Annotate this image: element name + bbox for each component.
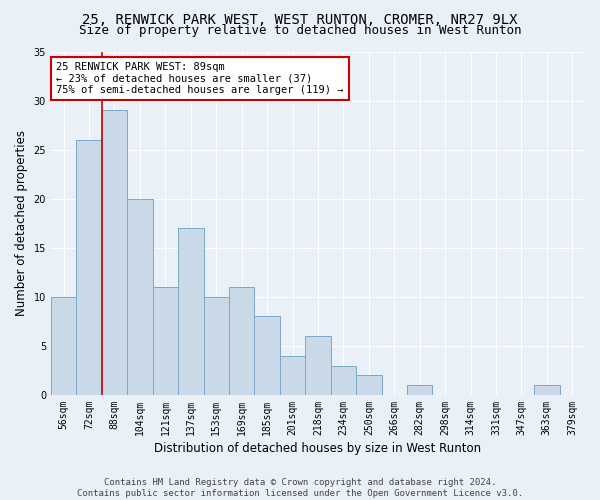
Text: 25, RENWICK PARK WEST, WEST RUNTON, CROMER, NR27 9LX: 25, RENWICK PARK WEST, WEST RUNTON, CROM… bbox=[82, 12, 518, 26]
Bar bbox=[178, 228, 203, 395]
Bar bbox=[331, 366, 356, 395]
Bar bbox=[254, 316, 280, 395]
X-axis label: Distribution of detached houses by size in West Runton: Distribution of detached houses by size … bbox=[154, 442, 482, 455]
Y-axis label: Number of detached properties: Number of detached properties bbox=[15, 130, 28, 316]
Bar bbox=[305, 336, 331, 395]
Bar bbox=[127, 198, 152, 395]
Bar bbox=[152, 287, 178, 395]
Bar bbox=[51, 297, 76, 395]
Text: Contains HM Land Registry data © Crown copyright and database right 2024.
Contai: Contains HM Land Registry data © Crown c… bbox=[77, 478, 523, 498]
Text: 25 RENWICK PARK WEST: 89sqm
← 23% of detached houses are smaller (37)
75% of sem: 25 RENWICK PARK WEST: 89sqm ← 23% of det… bbox=[56, 62, 344, 95]
Bar bbox=[203, 297, 229, 395]
Text: Size of property relative to detached houses in West Runton: Size of property relative to detached ho… bbox=[79, 24, 521, 37]
Bar bbox=[280, 356, 305, 395]
Bar bbox=[534, 385, 560, 395]
Bar bbox=[407, 385, 433, 395]
Bar bbox=[102, 110, 127, 395]
Bar bbox=[76, 140, 102, 395]
Bar bbox=[229, 287, 254, 395]
Bar bbox=[356, 376, 382, 395]
